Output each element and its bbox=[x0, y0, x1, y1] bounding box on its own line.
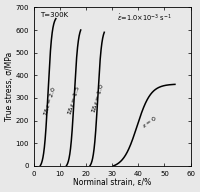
Y-axis label: True stress, σ/MPa: True stress, σ/MPa bbox=[5, 52, 14, 121]
Text: $\Sigma\Delta\varepsilon=1.0$: $\Sigma\Delta\varepsilon=1.0$ bbox=[90, 82, 106, 114]
Text: $\varepsilon=0$: $\varepsilon=0$ bbox=[140, 114, 158, 130]
Text: $\Sigma\Delta\varepsilon=2.0$: $\Sigma\Delta\varepsilon=2.0$ bbox=[41, 85, 58, 117]
X-axis label: Norminal strain, ε/%: Norminal strain, ε/% bbox=[73, 178, 151, 187]
Text: $\dot{\varepsilon}$=1.0$\times$10$^{-3}$ s$^{-1}$: $\dot{\varepsilon}$=1.0$\times$10$^{-3}$… bbox=[117, 12, 172, 23]
Text: T=300K: T=300K bbox=[40, 12, 68, 18]
Text: $\Sigma\Delta\varepsilon=1.5$: $\Sigma\Delta\varepsilon=1.5$ bbox=[66, 84, 82, 116]
